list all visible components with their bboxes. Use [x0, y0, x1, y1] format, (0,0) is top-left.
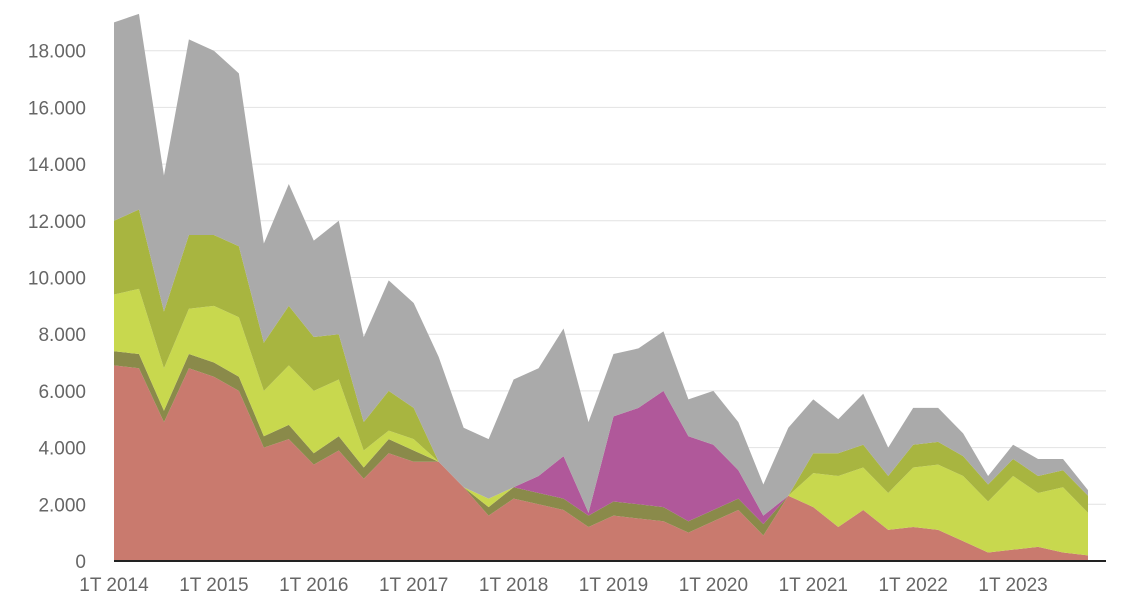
y-tick-label: 16.000 — [28, 98, 86, 119]
y-tick-label: 2.000 — [38, 495, 86, 516]
area-series-6 — [114, 13, 1088, 516]
area-series-4 — [114, 288, 1088, 556]
y-axis-tick-labels: 0 2.000 4.000 6.000 8.000 10.000 12.000 14.000 1… — [28, 42, 86, 573]
area-series — [114, 13, 1088, 561]
x-tick-label: 1T 2020 — [679, 575, 748, 591]
x-tick-label: 1T 2023 — [978, 575, 1047, 591]
x-axis-tick-labels: 1T 2014 1T 2015 1T 2016 1T 2017 1T 2018 1T 20… — [79, 575, 1047, 591]
y-tick-label: 4.000 — [38, 439, 86, 460]
area-series-2 — [114, 351, 1088, 556]
x-tick-label: 1T 2021 — [779, 575, 848, 591]
y-tick-label: 0 — [75, 552, 86, 573]
x-tick-label: 1T 2015 — [179, 575, 248, 591]
area-series-1 — [114, 365, 1088, 561]
x-tick-label: 1T 2017 — [379, 575, 448, 591]
area-series-5 — [114, 209, 1088, 516]
y-tick-label: 18.000 — [28, 42, 86, 63]
y-tick-label: 12.000 — [28, 212, 86, 233]
y-tick-label: 14.000 — [28, 155, 86, 176]
x-tick-label: 1T 2014 — [79, 575, 149, 591]
x-tick-label: 1T 2018 — [479, 575, 548, 591]
y-tick-label: 10.000 — [28, 269, 86, 290]
y-tick-label: 8.000 — [38, 325, 86, 346]
x-tick-label: 1T 2016 — [279, 575, 348, 591]
x-tick-label: 1T 2019 — [579, 575, 648, 591]
x-tick-label: 1T 2022 — [878, 575, 947, 591]
y-tick-label: 6.000 — [38, 382, 86, 403]
